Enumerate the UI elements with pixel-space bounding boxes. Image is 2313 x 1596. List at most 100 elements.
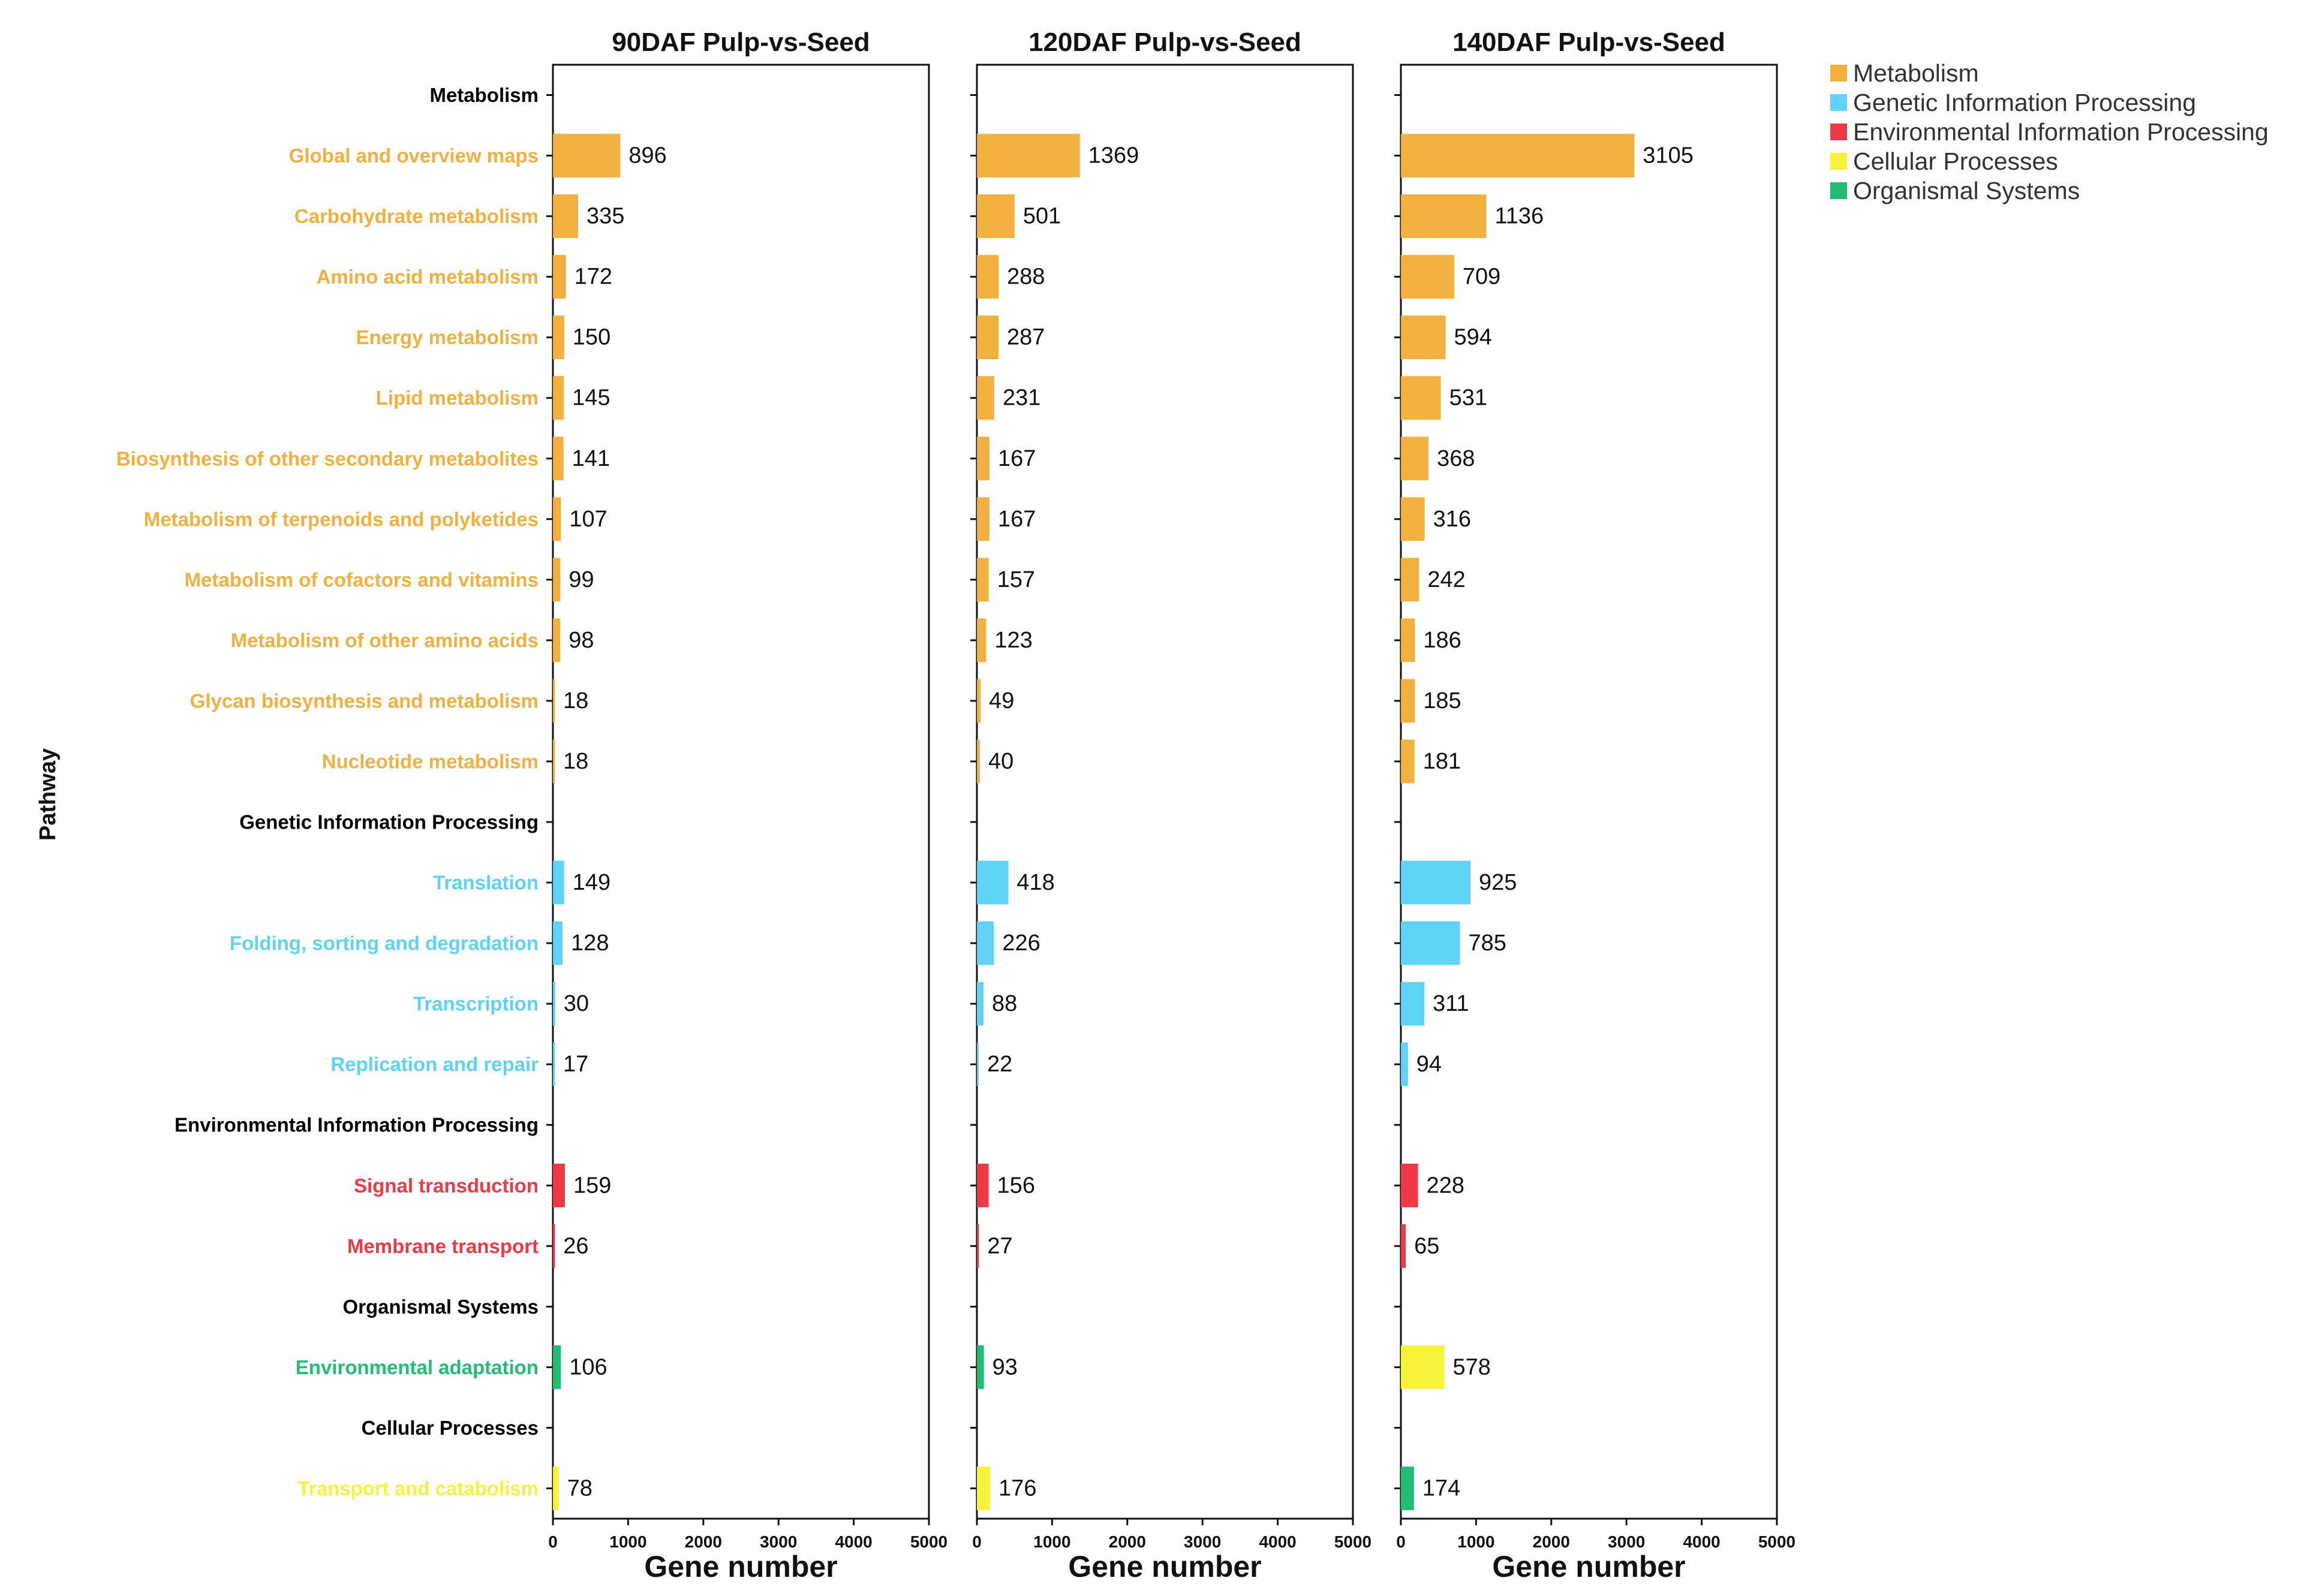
panel-1: 90DAF Pulp-vs-Seed 896 335 172 150 145 141 107 9… — [546, 28, 948, 1583]
x-tick-label-3-0: 0 — [1396, 1532, 1406, 1551]
value-label-1-glycan-biosynthesis-and-metabolism: 18 — [563, 688, 588, 713]
value-label-1-nucleotide-metabolism: 18 — [563, 749, 588, 774]
bar-1-nucleotide-metabolism — [553, 739, 555, 784]
value-label-1-translation: 149 — [573, 870, 610, 895]
category-label-lipid-metabolism: Lipid metabolism — [376, 387, 539, 409]
bar-2-environmental-adaptation — [977, 1345, 984, 1389]
x-tick-label-3-4000: 4000 — [1683, 1532, 1720, 1551]
category-label-signal-transduction: Signal transduction — [354, 1175, 539, 1197]
panel-title-1: 90DAF Pulp-vs-Seed — [612, 28, 870, 57]
value-label-1-metabolism-of-cofactors-and-vitamins: 99 — [569, 567, 594, 592]
x-tick-label-1-0: 0 — [548, 1532, 558, 1551]
bar-3-glycan-biosynthesis-and-metabolism — [1401, 679, 1415, 723]
value-label-2-carbohydrate-metabolism: 501 — [1023, 204, 1061, 229]
value-label-2-metabolism-of-cofactors-and-vitamins: 157 — [997, 567, 1035, 592]
x-tick-label-2-2000: 2000 — [1109, 1532, 1146, 1551]
value-label-2-biosynthesis-of-other-secondary-metabolites: 167 — [998, 446, 1036, 471]
category-label-transport-and-catabolism: Transport and catabolism — [297, 1477, 539, 1499]
bar-2-metabolism-of-terpenoids-and-polyketides — [977, 497, 989, 541]
bar-3-environmental-adaptation — [1401, 1345, 1445, 1389]
value-label-1-membrane-transport: 26 — [563, 1233, 588, 1258]
x-tick-label-3-1000: 1000 — [1457, 1532, 1494, 1551]
value-label-1-global-and-overview-maps: 896 — [628, 143, 666, 168]
legend-swatch-metabolism — [1830, 65, 1847, 82]
value-label-2-energy-metabolism: 287 — [1007, 325, 1045, 350]
x-tick-label-2-3000: 3000 — [1184, 1532, 1221, 1551]
value-label-2-amino-acid-metabolism: 288 — [1007, 264, 1045, 290]
bar-3-metabolism-of-cofactors-and-vitamins — [1401, 558, 1419, 602]
value-label-3-carbohydrate-metabolism: 1136 — [1494, 204, 1544, 229]
legend-label-metabolism: Metabolism — [1853, 59, 1979, 87]
value-label-1-biosynthesis-of-other-secondary-metabolites: 141 — [572, 446, 610, 471]
y-axis-label: Pathway — [35, 748, 61, 841]
bar-2-nucleotide-metabolism — [977, 739, 980, 784]
value-label-3-amino-acid-metabolism: 709 — [1463, 264, 1500, 290]
x-tick-label-2-1000: 1000 — [1033, 1532, 1070, 1551]
value-label-2-nucleotide-metabolism: 40 — [988, 749, 1013, 774]
bar-3-amino-acid-metabolism — [1401, 255, 1454, 299]
panel-title-3: 140DAF Pulp-vs-Seed — [1452, 28, 1725, 57]
bar-1-metabolism-of-other-amino-acids — [553, 618, 561, 663]
bar-1-translation — [553, 860, 564, 905]
bar-2-carbohydrate-metabolism — [977, 194, 1015, 238]
category-labels: Metabolism Global and overview maps Carboh… — [116, 84, 539, 1499]
legend-swatch-organismal-systems — [1830, 182, 1847, 199]
bar-1-membrane-transport — [553, 1224, 555, 1268]
x-tick-label-1-1000: 1000 — [609, 1532, 646, 1551]
value-label-1-metabolism-of-other-amino-acids: 98 — [569, 628, 594, 653]
legend-swatch-cellular-processes — [1830, 153, 1847, 170]
bar-1-replication-and-repair — [553, 1042, 555, 1086]
bar-1-amino-acid-metabolism — [553, 255, 566, 299]
bar-2-translation — [977, 860, 1009, 905]
bar-2-signal-transduction — [977, 1163, 989, 1207]
bar-2-membrane-transport — [977, 1224, 979, 1268]
x-axis-label-3: Gene number — [1492, 1550, 1685, 1583]
bar-2-folding-sorting-and-degradation — [977, 921, 994, 965]
category-label-nucleotide-metabolism: Nucleotide metabolism — [322, 750, 539, 772]
bar-2-amino-acid-metabolism — [977, 255, 999, 299]
bar-3-lipid-metabolism — [1401, 376, 1441, 420]
bar-3-signal-transduction — [1401, 1163, 1418, 1207]
bar-3-transport-and-catabolism — [1401, 1466, 1414, 1510]
legend-label-genetic-information-processing: Genetic Information Processing — [1853, 89, 2196, 116]
bar-1-metabolism-of-terpenoids-and-polyketides — [553, 497, 561, 541]
category-label-carbohydrate-metabolism: Carbohydrate metabolism — [294, 205, 539, 227]
value-label-2-replication-and-repair: 22 — [987, 1052, 1012, 1077]
x-tick-label-1-5000: 5000 — [910, 1532, 948, 1551]
bar-2-transport-and-catabolism — [977, 1466, 991, 1510]
value-label-3-folding-sorting-and-degradation: 785 — [1468, 931, 1506, 956]
value-label-3-membrane-transport: 65 — [1414, 1233, 1439, 1258]
bar-2-energy-metabolism — [977, 315, 998, 360]
value-label-3-lipid-metabolism: 531 — [1449, 386, 1487, 411]
category-label-energy-metabolism: Energy metabolism — [356, 326, 539, 348]
bar-1-environmental-adaptation — [553, 1345, 561, 1389]
panel-2: 120DAF Pulp-vs-Seed 1369 501 288 287 231 167 16… — [970, 28, 1371, 1583]
plot-frame-2 — [976, 64, 1354, 1520]
category-label-translation: Translation — [433, 872, 539, 894]
value-label-3-global-and-overview-maps: 3105 — [1643, 143, 1694, 168]
category-label-folding-sorting-and-degradation: Folding, sorting and degradation — [230, 932, 539, 954]
value-label-2-glycan-biosynthesis-and-metabolism: 49 — [989, 688, 1014, 713]
legend-swatch-environmental-information-processing — [1830, 124, 1847, 140]
value-label-2-transcription: 88 — [992, 991, 1017, 1016]
bar-1-transcription — [553, 981, 555, 1026]
value-label-3-metabolism-of-other-amino-acids: 186 — [1423, 628, 1461, 653]
bar-3-nucleotide-metabolism — [1401, 739, 1415, 784]
category-label-cellular-processes: Cellular Processes — [362, 1417, 539, 1439]
x-tick-label-3-3000: 3000 — [1608, 1532, 1645, 1551]
category-label-genetic-information-processing: Genetic Information Processing — [239, 811, 539, 833]
value-label-2-folding-sorting-and-degradation: 226 — [1002, 931, 1040, 956]
bar-3-carbohydrate-metabolism — [1401, 194, 1487, 238]
value-label-3-metabolism-of-cofactors-and-vitamins: 242 — [1427, 567, 1465, 592]
bar-2-lipid-metabolism — [977, 376, 994, 420]
x-tick-label-2-0: 0 — [972, 1532, 982, 1551]
bar-3-folding-sorting-and-degradation — [1401, 921, 1460, 965]
value-label-1-environmental-adaptation: 106 — [569, 1354, 607, 1380]
category-label-metabolism: Metabolism — [429, 84, 539, 106]
value-label-1-transcription: 30 — [564, 991, 589, 1016]
bar-3-energy-metabolism — [1401, 315, 1446, 360]
value-label-2-signal-transduction: 156 — [997, 1173, 1035, 1198]
category-label-glycan-biosynthesis-and-metabolism: Glycan biosynthesis and metabolism — [190, 689, 539, 712]
category-label-transcription: Transcription — [413, 993, 539, 1015]
